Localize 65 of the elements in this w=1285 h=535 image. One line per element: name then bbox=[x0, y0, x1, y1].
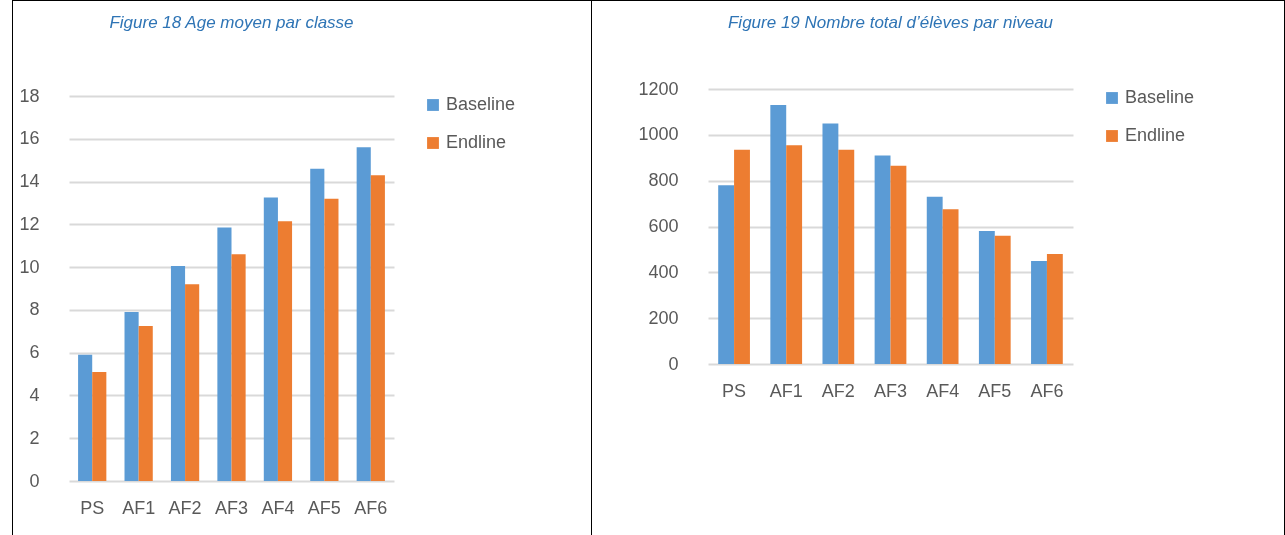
bar bbox=[718, 185, 735, 364]
legend-label: Baseline bbox=[446, 94, 516, 114]
bar bbox=[1046, 254, 1063, 364]
bar bbox=[994, 235, 1011, 364]
y-tick-label: 800 bbox=[648, 170, 679, 191]
bar bbox=[786, 145, 803, 364]
x-tick-label: AF3 bbox=[214, 497, 249, 518]
y-tick-label: 12 bbox=[19, 213, 40, 234]
y-tick-label: 200 bbox=[648, 307, 679, 328]
bar bbox=[822, 123, 839, 364]
x-tick-label: AF2 bbox=[168, 497, 202, 518]
bar bbox=[92, 371, 107, 481]
legend-label: Endline bbox=[1125, 125, 1186, 145]
bar bbox=[324, 198, 339, 481]
bar bbox=[78, 354, 93, 481]
bar bbox=[978, 231, 995, 364]
bar bbox=[890, 165, 907, 364]
bar bbox=[277, 221, 293, 481]
chart-title: Figure 19 Nombre total d’élèves par niveau bbox=[727, 13, 1054, 32]
y-tick-label: 1200 bbox=[638, 78, 679, 99]
y-tick-label: 400 bbox=[648, 261, 679, 282]
x-tick-label: AF3 bbox=[873, 380, 908, 401]
bar bbox=[138, 325, 153, 481]
legend-label: Endline bbox=[446, 132, 507, 152]
x-tick-label: AF2 bbox=[821, 380, 855, 401]
chart-title: Figure 18 Age moyen par classe bbox=[109, 13, 354, 32]
bar bbox=[231, 254, 246, 481]
bar bbox=[874, 155, 891, 364]
x-tick-label: AF6 bbox=[1030, 380, 1064, 401]
y-tick-label: 6 bbox=[29, 342, 40, 363]
x-tick-label: AF1 bbox=[122, 497, 156, 518]
x-tick-label: AF6 bbox=[354, 497, 388, 518]
bar bbox=[217, 227, 232, 481]
y-tick-label: 0 bbox=[668, 353, 679, 374]
bar bbox=[1031, 260, 1047, 364]
y-tick-label: 600 bbox=[648, 216, 679, 236]
bar bbox=[734, 149, 750, 364]
x-tick-label: AF1 bbox=[769, 380, 803, 401]
bar bbox=[838, 149, 855, 364]
bar bbox=[942, 209, 959, 364]
bar bbox=[356, 147, 371, 481]
bar bbox=[124, 312, 139, 481]
legend-label: Baseline bbox=[1125, 87, 1195, 107]
y-tick-label: 14 bbox=[19, 171, 40, 192]
x-tick-label: PS bbox=[80, 497, 105, 518]
bar bbox=[310, 168, 325, 481]
y-tick-label: 2 bbox=[29, 427, 40, 448]
bar bbox=[263, 197, 278, 481]
x-tick-label: AF5 bbox=[978, 380, 1012, 401]
y-tick-label: 10 bbox=[19, 256, 40, 277]
y-tick-label: 0 bbox=[29, 470, 40, 491]
bar bbox=[926, 196, 943, 364]
bar bbox=[370, 175, 385, 481]
y-tick-label: 1000 bbox=[638, 124, 679, 145]
bar bbox=[185, 284, 200, 481]
y-tick-label: 4 bbox=[29, 384, 40, 405]
x-tick-label: PS bbox=[722, 380, 747, 401]
bar bbox=[170, 266, 186, 481]
y-tick-label: 16 bbox=[19, 128, 40, 149]
x-tick-label: AF4 bbox=[926, 380, 960, 401]
x-tick-label: AF5 bbox=[307, 497, 341, 518]
y-tick-label: 18 bbox=[19, 85, 40, 106]
x-tick-label: AF4 bbox=[261, 497, 295, 518]
y-tick-label: 8 bbox=[29, 299, 40, 320]
bar bbox=[770, 105, 787, 364]
